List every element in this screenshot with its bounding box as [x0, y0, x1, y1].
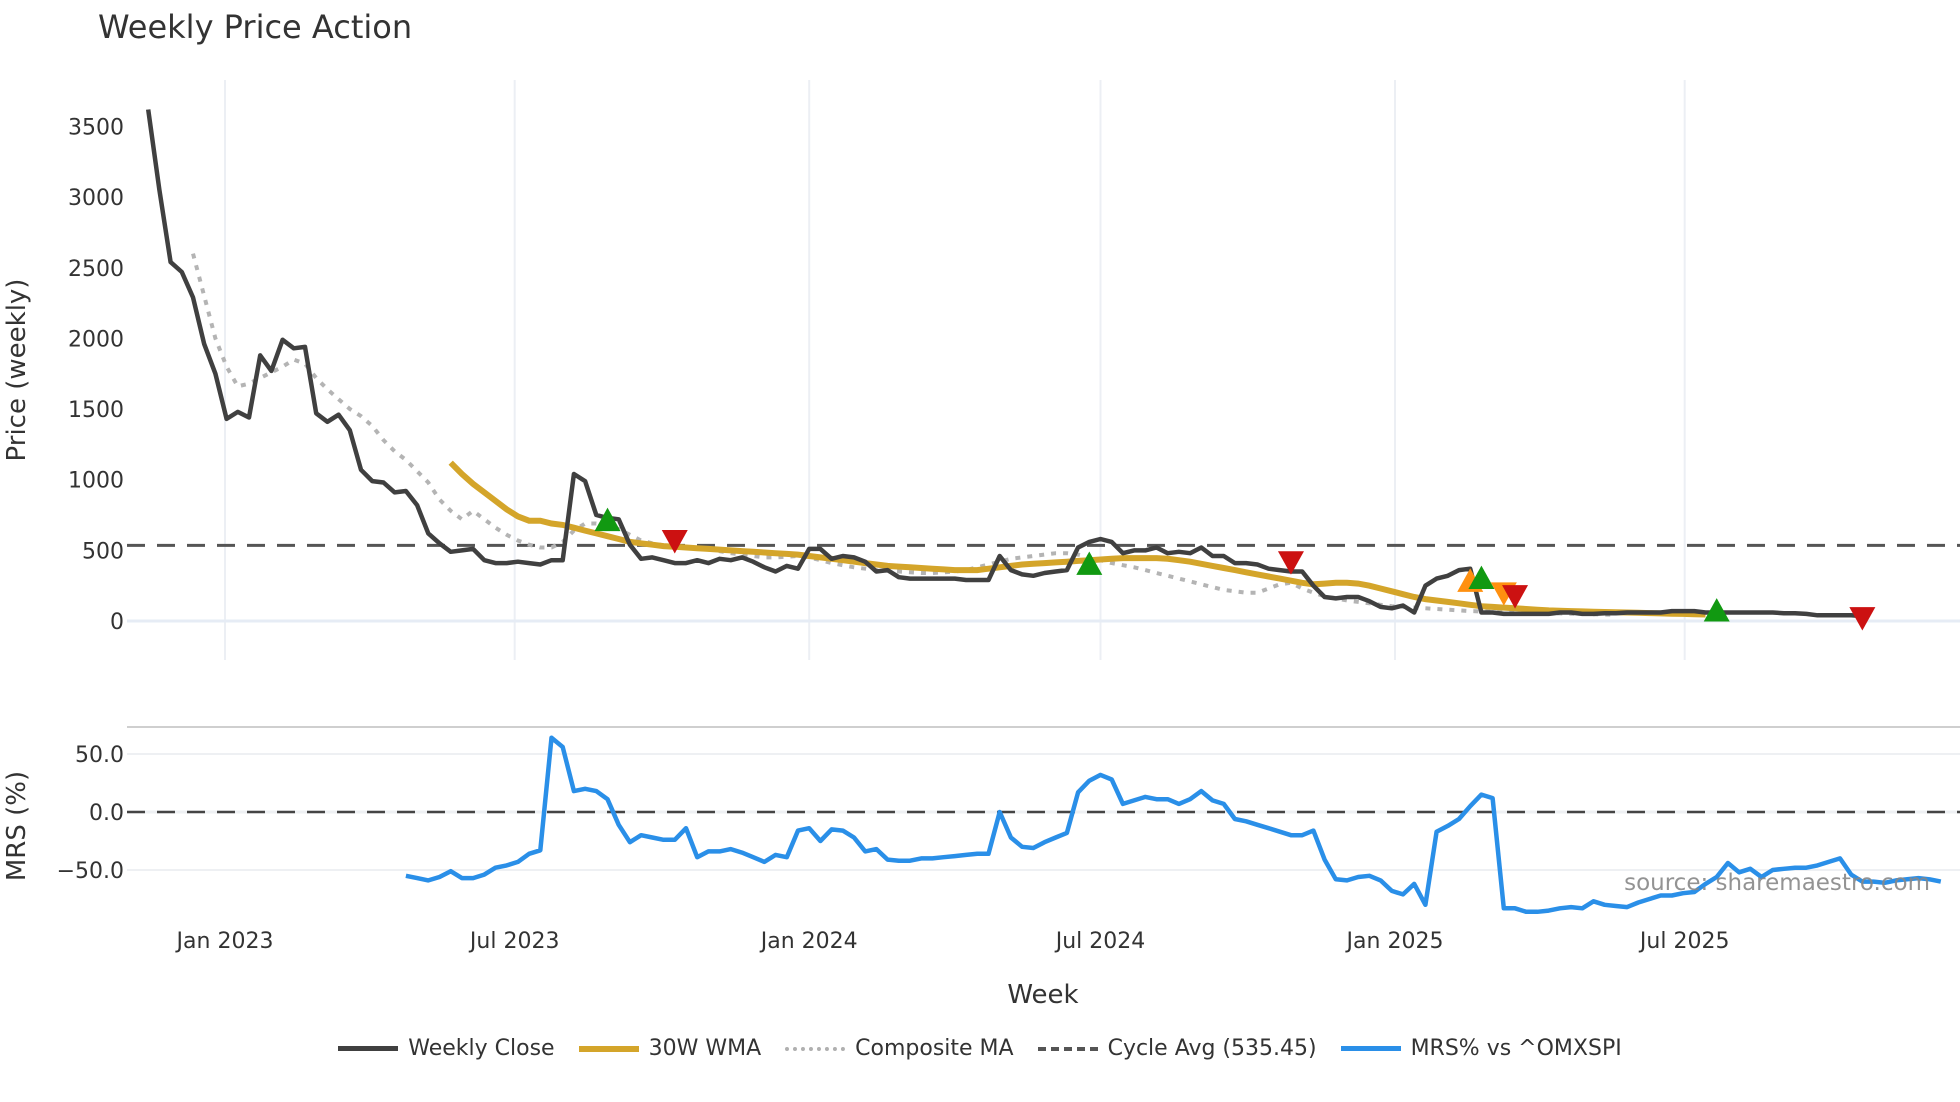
triangle-down-icon [1277, 551, 1304, 575]
triangle-down-icon [661, 530, 688, 554]
triangle-down-icon [1849, 607, 1876, 631]
legend-item-cycle-avg[interactable]: Cycle Avg (535.45) [1037, 1036, 1317, 1061]
x-tick-label: Jan 2024 [759, 929, 858, 954]
mrs-y-axis-title: MRS (%) [2, 771, 32, 881]
solid-line-swatch-icon [578, 1045, 639, 1052]
mrs-tick-label: 50.0 [75, 743, 124, 768]
triangle-up-icon [594, 507, 621, 532]
price-tick-label: 3500 [68, 115, 124, 140]
mrs-tick-label: −50.0 [57, 859, 124, 884]
source-note: source: sharemaestro.com [1624, 870, 1930, 896]
mrs-tick-label: 0.0 [89, 801, 124, 826]
x-tick-label: Jul 2023 [468, 929, 560, 954]
triangle-up-icon [1703, 598, 1730, 622]
triangle-down-icon [1502, 585, 1529, 609]
price-tick-label: 2000 [68, 327, 124, 352]
legend-label: MRS% vs ^OMXSPI [1410, 1036, 1622, 1061]
price-y-ticks: 0 500 1000 1500 2000 2500 3000 3500 [68, 115, 124, 635]
legend-label: 30W WMA [648, 1036, 762, 1061]
price-tick-label: 1500 [68, 398, 124, 423]
x-tick-label: Jul 2025 [1638, 929, 1730, 954]
solid-line-swatch-icon [1340, 1046, 1401, 1051]
mrs-line [405, 735, 1942, 915]
dashed-line-swatch-icon [1037, 1046, 1098, 1051]
solid-line-swatch-icon [338, 1046, 399, 1051]
weekly-close-line [145, 109, 1863, 619]
legend-item-weekly-close[interactable]: Weekly Close [338, 1036, 555, 1061]
price-tick-label: 500 [82, 539, 124, 564]
x-axis-title: Week [1007, 980, 1078, 1010]
price-tick-label: 3000 [68, 186, 124, 211]
legend-label: Cycle Avg (535.45) [1107, 1036, 1317, 1061]
price-y-axis-title: Price (weekly) [2, 279, 32, 462]
triangle-up-icon [1076, 551, 1103, 575]
wma-30w-line [448, 460, 1706, 618]
legend: Weekly Close 30W WMA Composite MA Cycle … [0, 1036, 1960, 1061]
x-axis-ticks: Jan 2023 Jul 2023 Jan 2024 Jul 2024 Jan 2025… [175, 929, 1730, 954]
chart-title: Weekly Price Action [98, 8, 413, 46]
legend-label: Weekly Close [408, 1036, 555, 1061]
x-tick-label: Jan 2025 [1345, 929, 1444, 954]
triangle-up-icon [1468, 565, 1495, 590]
legend-item-composite-ma[interactable]: Composite MA [785, 1036, 1014, 1061]
legend-item-30w-wma[interactable]: 30W WMA [578, 1036, 762, 1061]
x-tick-label: Jul 2024 [1054, 929, 1146, 954]
price-tick-label: 2500 [68, 257, 124, 282]
mrs-y-ticks: 50.0 0.0 −50.0 [57, 743, 124, 884]
dotted-line-swatch-icon [785, 1046, 846, 1051]
x-tick-label: Jan 2023 [175, 929, 274, 954]
price-tick-label: 1000 [68, 469, 124, 494]
vertical-gridlines [224, 80, 1686, 660]
composite-ma-line [191, 253, 1616, 617]
legend-item-mrs[interactable]: MRS% vs ^OMXSPI [1340, 1036, 1622, 1061]
legend-label: Composite MA [855, 1036, 1014, 1061]
signal-markers [594, 507, 1876, 631]
price-tick-label: 0 [110, 610, 124, 635]
